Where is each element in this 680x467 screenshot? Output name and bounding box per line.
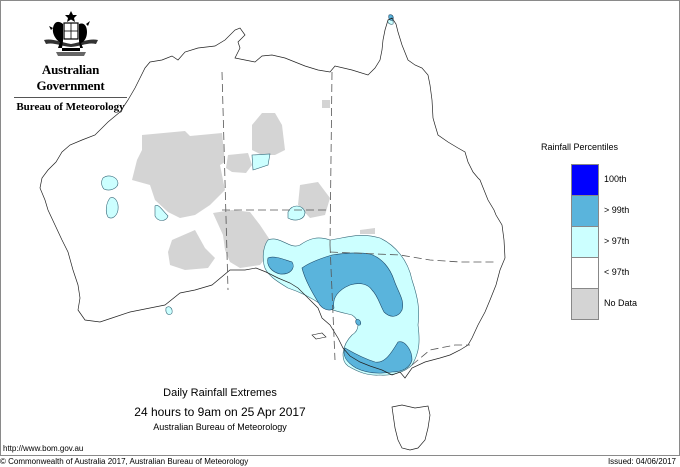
australia-coastline (39, 17, 506, 379)
org-name: Australian Government (36, 62, 105, 93)
legend-label: < 97th (604, 267, 630, 277)
bom-url-link[interactable]: http://www.bom.gov.au (3, 444, 84, 453)
legend-label: > 97th (604, 236, 630, 246)
no-data-regions (132, 100, 375, 270)
tasmania-coastline (391, 404, 431, 451)
bureau-name: Bureau of Meteorology (16, 101, 125, 113)
legend-swatch (571, 195, 599, 227)
map-period: 24 hours to 9am on 25 Apr 2017 (134, 405, 306, 419)
legend-swatch (571, 164, 599, 196)
legend-label: No Data (604, 298, 638, 308)
issued-date: Issued: 04/06/2017 (607, 457, 676, 466)
map-source: Australian Bureau of Meteorology (153, 422, 287, 432)
legend-swatch (571, 226, 599, 258)
map-frame (0, 0, 680, 456)
legend-label: 100th (604, 174, 627, 184)
legend-swatch (571, 257, 599, 289)
logo-divider (14, 97, 127, 98)
legend-title: Rainfall Percentiles (541, 142, 619, 152)
legend-label: > 99th (604, 205, 630, 215)
map-title: Daily Rainfall Extremes (163, 387, 277, 399)
bom-logo: Australian Government Bureau of Meteorol… (8, 10, 133, 113)
coat-of-arms-icon (43, 11, 98, 56)
above-97th-regions (101, 18, 420, 376)
legend-swatch (571, 288, 599, 320)
state-borders (221, 71, 495, 366)
copyright-notice: © Commonwealth of Australia 2017, Austra… (0, 457, 249, 466)
